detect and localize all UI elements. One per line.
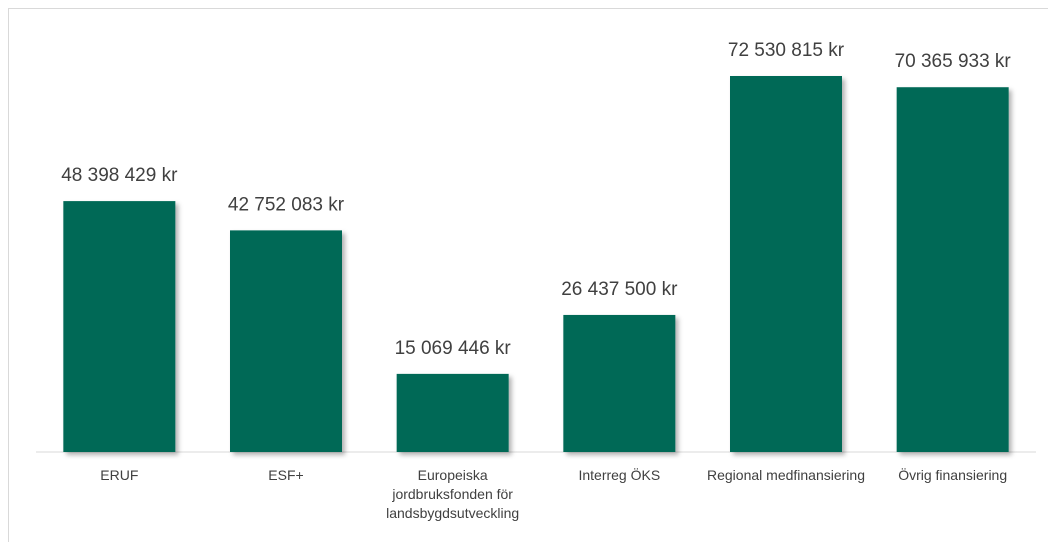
chart-frame bbox=[8, 8, 1048, 542]
category-label: Interreg ÖKS bbox=[578, 467, 661, 483]
value-label: 48 398 429 kr bbox=[61, 165, 178, 186]
bar bbox=[396, 373, 509, 452]
value-label: 72 530 815 kr bbox=[728, 40, 845, 61]
bar bbox=[563, 314, 676, 452]
category-label: Regional medfinansiering bbox=[707, 467, 865, 483]
category-label: ESF+ bbox=[268, 467, 304, 483]
bar bbox=[896, 87, 1009, 453]
bar bbox=[730, 76, 842, 452]
value-label: 26 437 500 kr bbox=[561, 279, 678, 300]
category-label: ERUF bbox=[100, 467, 139, 483]
value-label: 15 069 446 kr bbox=[395, 338, 512, 359]
category-label: Övrig finansiering bbox=[898, 467, 1008, 483]
value-label: 70 365 933 kr bbox=[895, 51, 1012, 72]
bar bbox=[63, 201, 176, 452]
bar bbox=[230, 230, 342, 452]
value-label: 42 752 083 kr bbox=[228, 194, 345, 215]
category-label: Europeiska jordbruksfonden för landsbygd… bbox=[386, 467, 520, 521]
